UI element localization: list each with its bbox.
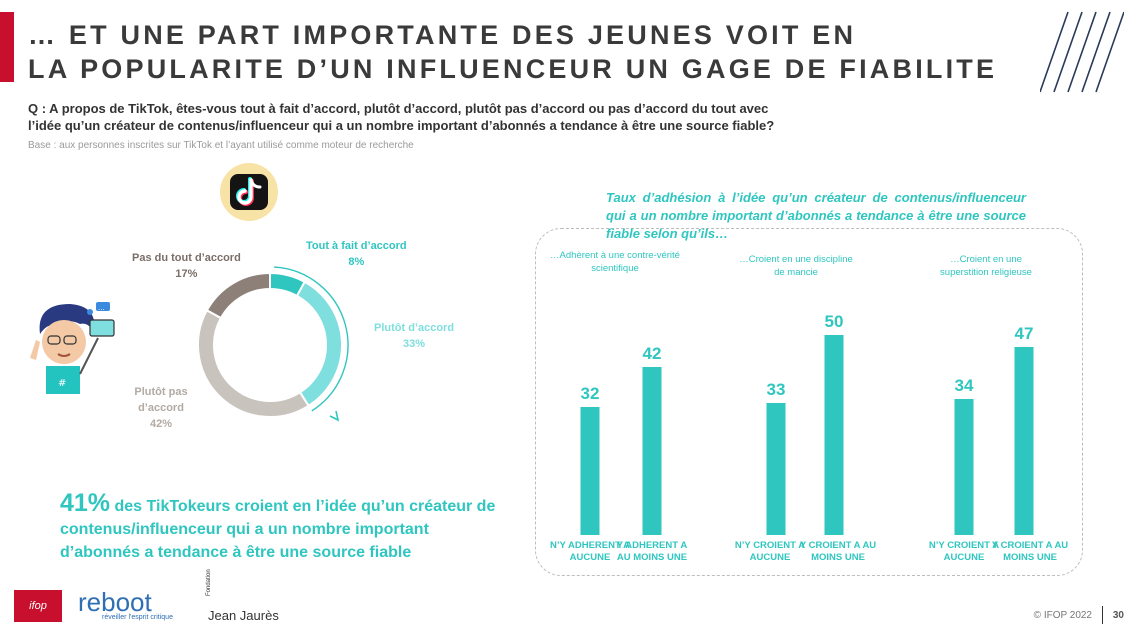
question-line-2: l’idée qu’un créateur de contenus/influe… [28,118,775,133]
bar-value-g0-b1: 42 [643,344,662,363]
donut-slice-label: Plutôt pas d’accord [134,386,188,414]
donut-slice-value: 17% [175,268,198,280]
bar-value-g1-b1: 50 [825,312,844,331]
accent-bar [0,12,14,82]
category-label: N’Y ADHERENT A AUCUNE [550,540,630,563]
footer-divider [1102,606,1103,624]
donut-slice-value: 42% [149,418,173,430]
bar-value-g2-b0: 34 [955,376,974,395]
donut-slice-2 [197,308,310,418]
bar-value-g2-b1: 47 [1015,324,1034,343]
page-title: … ET UNE PART IMPORTANTE DES JEUNES VOIT… [28,18,997,86]
bar-value-g0-b0: 32 [581,384,600,403]
reboot-logo: reboot [78,587,152,617]
category-label: Y CROIENT A AU MOINS UNE [799,540,877,563]
group-title-science: …Adhèrent à une contre-vérité scientifiq… [550,250,680,274]
group-title-religion: …Croient en une superstition religieuse [940,254,1032,278]
page-number: 30 [1112,610,1124,621]
donut-label-pas-du-tout: Pas du tout d’accord 17% [132,250,241,282]
bar-g0-b1 [642,367,662,535]
donut-highlight-arc [273,266,349,412]
group-title-mancie: …Croient en une discipline de mancie [739,254,853,278]
base-note: Base : aux personnes inscrites sur TikTo… [28,140,414,151]
donut-label-tout-a-fait: Tout à fait d’accord 8% [306,238,407,270]
bar-g2-b0 [954,399,974,535]
category-label: Y CROIENT A AU MOINS UNE [991,540,1069,563]
donut-slice-label: Plutôt d’accord [374,322,455,334]
jaures-logo: Jean Jaurès [208,608,279,623]
category-label: N’Y CROIENT A AUCUNE [928,540,1000,563]
donut-chart [197,266,349,422]
donut-slice-value: 33% [403,338,426,350]
ifop-logo: ifop [14,590,62,622]
svg-text:...: ... [98,304,105,312]
question-text: Q : A propos de TikTok, êtes-vous tout à… [28,100,788,134]
title-line-2: LA POPULARITE D’UN INFLUENCEUR UN GAGE D… [28,54,998,84]
svg-text:#: # [58,378,66,389]
bar-g1-b0 [766,403,786,535]
category-label: N’Y CROIENT A AUCUNE [734,540,806,563]
copyright: © IFOP 2022 [1033,610,1092,621]
question-line-1: Q : A propos de TikTok, êtes-vous tout à… [28,101,769,116]
donut-slice-value: 8% [348,256,365,268]
jaures-logo-prefix: Fondation [206,569,212,596]
selfie-illustration-icon: # ... [16,290,126,405]
donut-slice-label: Pas du tout d’accord [132,252,241,264]
key-finding: 41% des TikTokeurs croient en l’idée qu’… [60,489,510,564]
bar-g2-b1 [1014,347,1034,535]
reboot-tagline: réveiller l'esprit critique [102,614,173,621]
donut-label-plutot-accord: Plutôt d’accord 33% [374,320,454,352]
bar-g0-b0 [580,407,600,535]
tiktok-logo-icon [216,162,282,227]
bar-value-g1-b0: 33 [767,380,786,399]
category-label: Y ADHERENT A AU MOINS UNE [616,540,688,563]
diagonal-lines-decoration [1040,10,1124,94]
donut-arrow-icon [329,410,340,422]
donut-label-plutot-pas: Plutôt pas d’accord 42% [126,384,196,432]
bar-g1-b1 [824,335,844,535]
donut-slice-label: Tout à fait d’accord [306,240,407,252]
key-finding-text: des TikTokeurs croient en l’idée qu’un c… [60,498,496,561]
title-line-1: … ET UNE PART IMPORTANTE DES JEUNES VOIT… [28,20,857,50]
bars-panel [535,228,1083,576]
bar-chart: 32 42 33 50 34 47 [580,312,1034,535]
donut-slice-3 [205,271,271,320]
bars-title: Taux d’adhésion à l’idée qu’un créateur … [606,190,1026,241]
key-finding-percent: 41% [60,489,111,517]
